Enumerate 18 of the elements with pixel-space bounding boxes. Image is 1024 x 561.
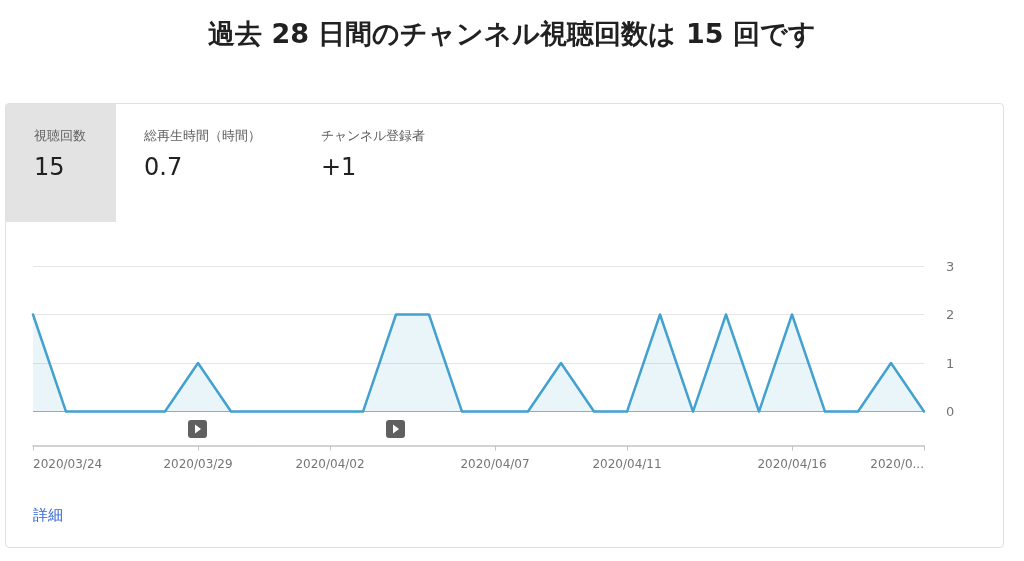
y-tick-label: 1 xyxy=(946,355,955,371)
tab: 視聴回数 15 xyxy=(6,104,116,222)
x-tick-label: 2020/04/02 xyxy=(295,456,365,471)
text: +1 xyxy=(321,152,357,182)
x-tick-label: 2020/0... xyxy=(870,456,924,471)
chart-title: 過去 28 日間のチャンネル視聴回数は 15 回です xyxy=(207,17,817,51)
y-tick-label: 3 xyxy=(946,258,955,274)
x-tick-label: 2020/04/16 xyxy=(757,456,827,471)
y-tick-label: 0 xyxy=(946,404,955,420)
x-tick-label: 2020/03/29 xyxy=(163,456,233,471)
text: 0.7 xyxy=(144,152,183,182)
text: 総再生時間（時間） xyxy=(144,128,261,144)
x-tick-label: 2020/04/07 xyxy=(460,456,530,471)
text: 詳細 xyxy=(33,505,63,525)
x-tick-label: 2020/04/11 xyxy=(592,456,662,471)
text: チャンネル登録者 xyxy=(321,128,425,144)
x-tick-label: 2020/03/24 xyxy=(33,456,103,471)
y-tick-label: 2 xyxy=(946,307,955,323)
